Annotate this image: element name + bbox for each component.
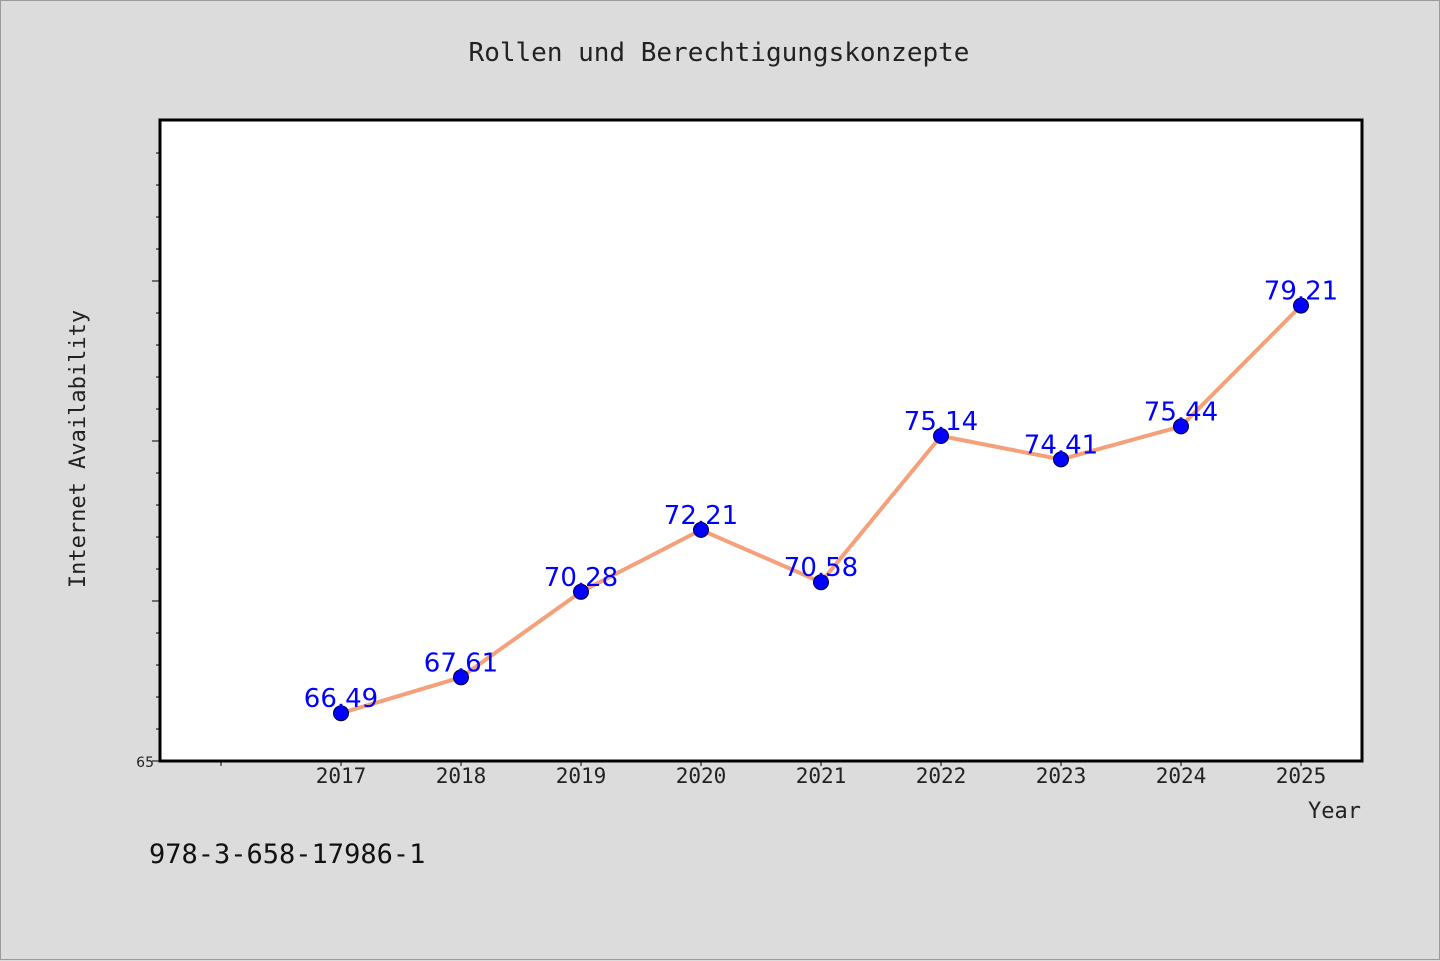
- y-axis-label: Internet Availability: [66, 310, 91, 588]
- data-label: 72.21: [664, 501, 738, 531]
- x-tick-label: 2019: [556, 764, 607, 788]
- footnote-isbn: 978-3-658-17986-1: [149, 839, 425, 870]
- data-point: [1293, 297, 1309, 314]
- data-labels: 66.49 67.61 70.28 72.21 70.58 75.14 74.41 75.44…: [304, 277, 1338, 715]
- x-tick-label: 2021: [796, 764, 847, 788]
- data-label: 70.28: [544, 563, 618, 593]
- data-point: [333, 705, 349, 722]
- data-point: [1053, 451, 1069, 468]
- x-tick-label: 2020: [676, 764, 727, 788]
- data-point: [813, 574, 829, 591]
- data-label: 75.14: [904, 407, 978, 437]
- y-axis-ticks: [152, 152, 160, 762]
- data-point: [453, 669, 469, 686]
- series-markers: [333, 297, 1309, 722]
- x-tick-label: 2017: [316, 764, 367, 788]
- data-label: 70.58: [784, 553, 858, 583]
- x-tick-label: 2025: [1276, 764, 1327, 788]
- plot-area: [158, 118, 1364, 763]
- x-tick-label: 2022: [916, 764, 967, 788]
- data-label: 75.44: [1144, 397, 1218, 427]
- data-label: 79.21: [1264, 277, 1338, 307]
- x-tick-label: 2018: [436, 764, 487, 788]
- data-point: [933, 428, 949, 444]
- data-point: [693, 521, 709, 538]
- data-label: 74.41: [1024, 430, 1098, 460]
- x-axis-label: Year: [1308, 799, 1361, 824]
- chart-title: Rollen und Berechtigungskonzepte: [469, 38, 970, 68]
- x-axis-ticks: [220, 761, 1302, 766]
- x-tick-label: 2023: [1036, 764, 1087, 788]
- y-tick-label-min: 65: [136, 755, 154, 771]
- data-point: [573, 583, 589, 600]
- data-point: [1173, 418, 1189, 435]
- x-tick-label: 2024: [1156, 764, 1207, 788]
- data-label: 67.61: [424, 648, 498, 678]
- data-label: 66.49: [304, 684, 378, 714]
- x-tick-labels: 2017 2018 2019 2020 2021 2022 2023 2024 2025: [316, 764, 1327, 788]
